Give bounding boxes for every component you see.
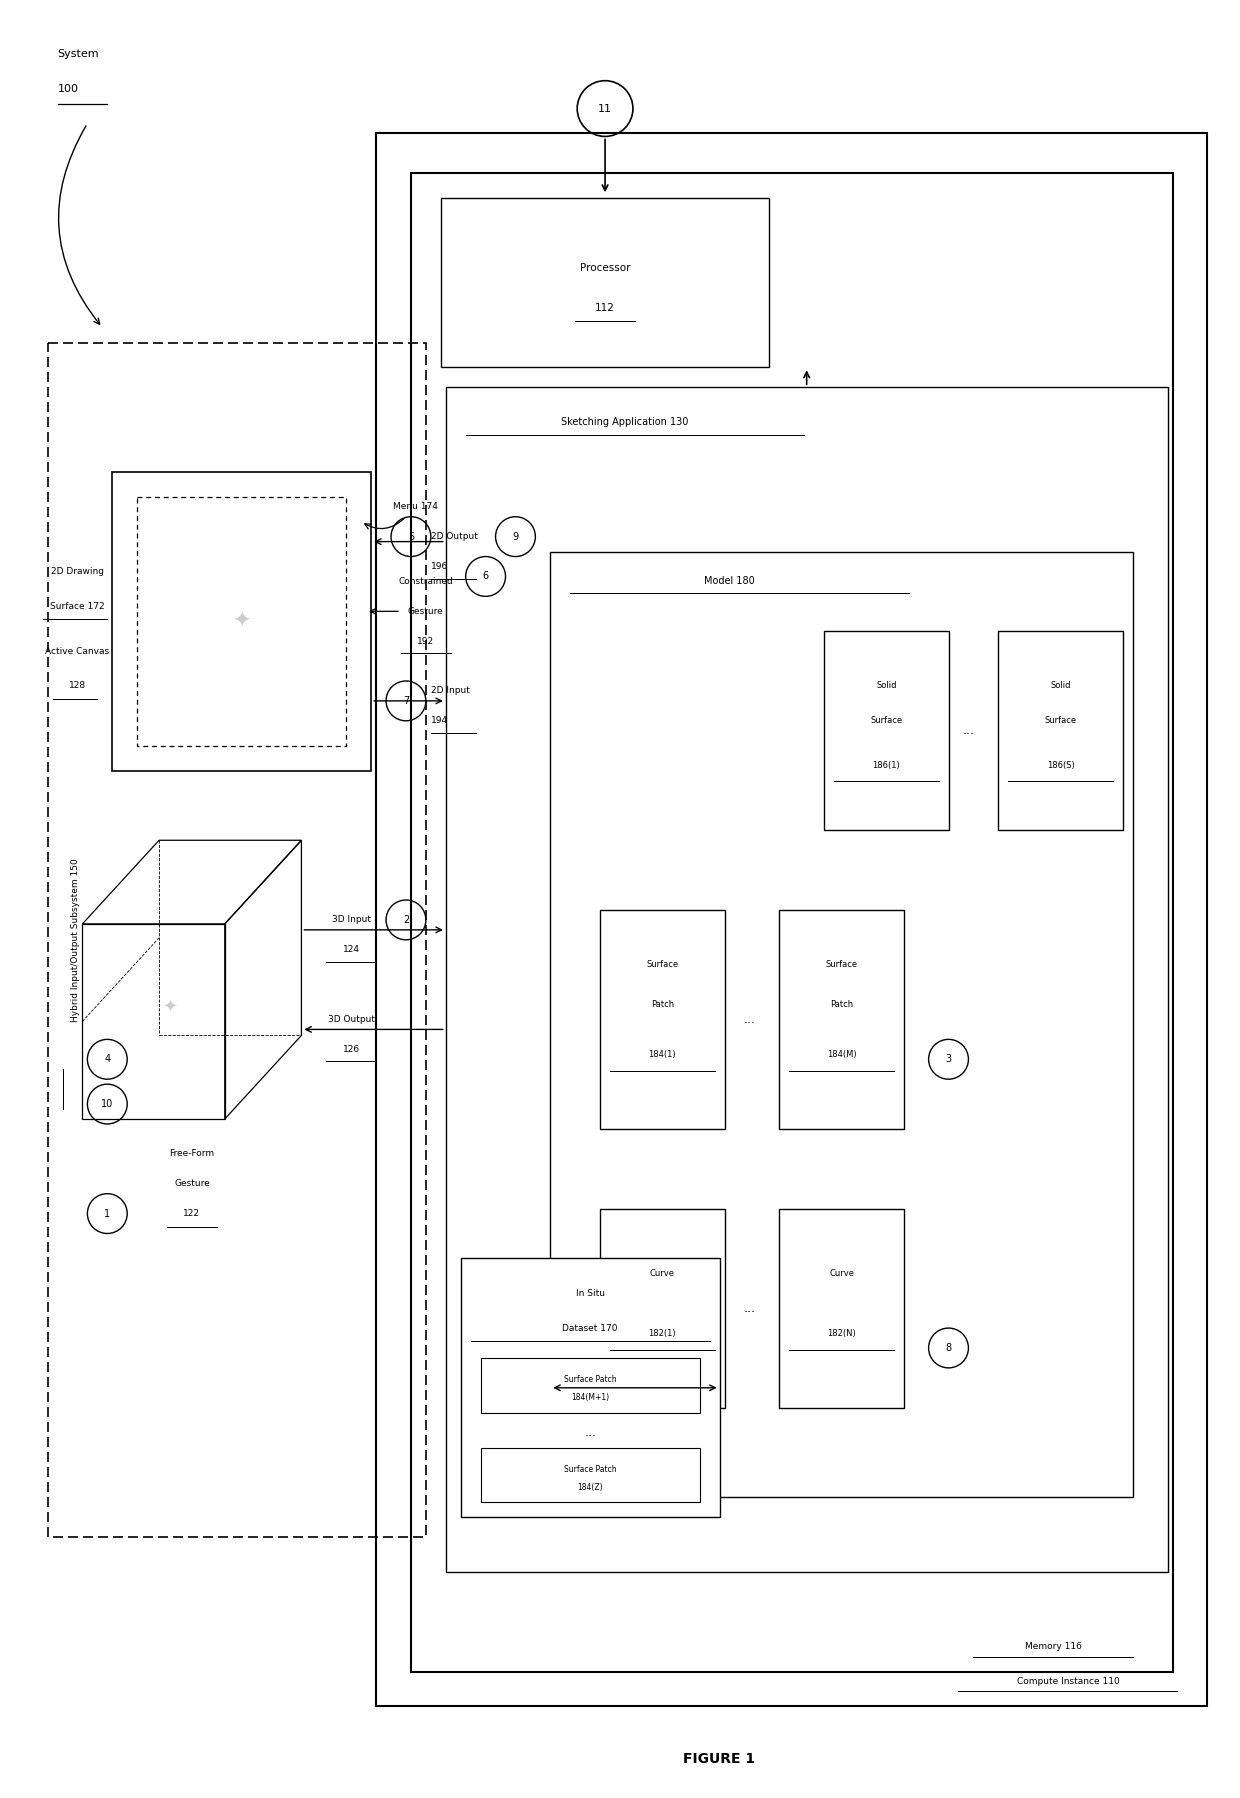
Text: 5: 5 [408, 532, 414, 541]
Text: Surface: Surface [826, 960, 858, 969]
FancyBboxPatch shape [481, 1357, 699, 1413]
Text: 184(M+1): 184(M+1) [572, 1393, 609, 1402]
Text: 192: 192 [418, 636, 434, 645]
Text: Surface: Surface [870, 716, 903, 725]
FancyBboxPatch shape [998, 631, 1122, 831]
Text: Gesture: Gesture [408, 606, 444, 615]
Text: 186(1): 186(1) [873, 761, 900, 770]
FancyBboxPatch shape [825, 631, 949, 831]
Text: 9: 9 [512, 532, 518, 541]
Text: 184(Z): 184(Z) [578, 1483, 603, 1492]
Text: 11: 11 [598, 104, 613, 113]
Text: ...: ... [744, 1012, 755, 1027]
Text: ...: ... [962, 725, 975, 737]
Text: 2D Output: 2D Output [430, 532, 477, 541]
Text: 2D Input: 2D Input [430, 687, 470, 696]
Text: 186(S): 186(S) [1047, 761, 1074, 770]
Text: Surface: Surface [1044, 716, 1076, 725]
Text: Compute Instance 110: Compute Instance 110 [1017, 1678, 1120, 1687]
Text: 100: 100 [57, 85, 78, 93]
Text: 128: 128 [69, 681, 86, 690]
Text: 2D Drawing: 2D Drawing [51, 566, 104, 575]
FancyBboxPatch shape [138, 496, 346, 746]
FancyBboxPatch shape [600, 1208, 724, 1408]
Text: 3D Output: 3D Output [327, 1014, 374, 1023]
Text: 112: 112 [595, 302, 615, 313]
Text: Surface: Surface [646, 960, 678, 969]
FancyBboxPatch shape [410, 173, 1173, 1672]
FancyBboxPatch shape [600, 910, 724, 1129]
FancyBboxPatch shape [446, 387, 1168, 1571]
Text: ...: ... [744, 1302, 755, 1314]
Text: 2: 2 [403, 915, 409, 924]
Text: 8: 8 [945, 1343, 951, 1352]
Text: 3: 3 [945, 1054, 951, 1064]
Text: 1: 1 [104, 1208, 110, 1219]
FancyBboxPatch shape [779, 910, 904, 1129]
FancyBboxPatch shape [376, 133, 1208, 1706]
Text: Model 180: Model 180 [704, 577, 755, 586]
Text: Surface Patch: Surface Patch [564, 1375, 616, 1384]
Text: 184(M): 184(M) [827, 1050, 857, 1059]
Text: Menu 174: Menu 174 [393, 502, 439, 511]
FancyBboxPatch shape [779, 1208, 904, 1408]
Text: ✦: ✦ [162, 998, 177, 1016]
Text: Sketching Application 130: Sketching Application 130 [562, 417, 688, 428]
Text: 7: 7 [403, 696, 409, 707]
Text: Hybrid Input/Output Subsystem 150: Hybrid Input/Output Subsystem 150 [71, 858, 79, 1021]
Text: Memory 116: Memory 116 [1024, 1642, 1081, 1651]
Text: Surface 172: Surface 172 [50, 602, 104, 611]
Text: 4: 4 [104, 1054, 110, 1064]
Text: 122: 122 [184, 1208, 201, 1217]
Text: Curve: Curve [830, 1269, 854, 1278]
Text: Solid: Solid [1050, 681, 1071, 690]
Text: Free-Form: Free-Form [170, 1149, 215, 1158]
Text: ...: ... [584, 1426, 596, 1438]
Text: Patch: Patch [651, 1000, 673, 1009]
Text: 124: 124 [342, 946, 360, 955]
Text: Patch: Patch [830, 1000, 853, 1009]
Text: Active Canvas: Active Canvas [46, 647, 109, 656]
FancyBboxPatch shape [440, 198, 769, 367]
Text: Processor: Processor [580, 263, 630, 273]
Text: System: System [57, 49, 99, 59]
Text: 184(1): 184(1) [649, 1050, 676, 1059]
Text: Curve: Curve [650, 1269, 675, 1278]
Text: 3D Input: 3D Input [332, 915, 371, 924]
Text: 196: 196 [430, 563, 448, 572]
Text: 194: 194 [430, 716, 448, 725]
Text: 126: 126 [342, 1045, 360, 1054]
Text: 10: 10 [102, 1099, 113, 1109]
Text: 182(N): 182(N) [827, 1329, 856, 1338]
Text: Solid: Solid [875, 681, 897, 690]
Text: In Situ: In Situ [575, 1289, 605, 1298]
FancyBboxPatch shape [551, 552, 1132, 1498]
Text: ✦: ✦ [232, 611, 250, 631]
Text: 6: 6 [482, 572, 489, 581]
Text: Constrained: Constrained [398, 577, 454, 586]
Text: Dataset 170: Dataset 170 [563, 1323, 618, 1332]
Text: Gesture: Gesture [174, 1179, 210, 1188]
Text: Surface Patch: Surface Patch [564, 1465, 616, 1474]
FancyBboxPatch shape [113, 471, 371, 771]
FancyBboxPatch shape [481, 1447, 699, 1503]
Text: 182(1): 182(1) [649, 1329, 676, 1338]
Text: FIGURE 1: FIGURE 1 [683, 1751, 755, 1766]
FancyBboxPatch shape [461, 1259, 719, 1518]
